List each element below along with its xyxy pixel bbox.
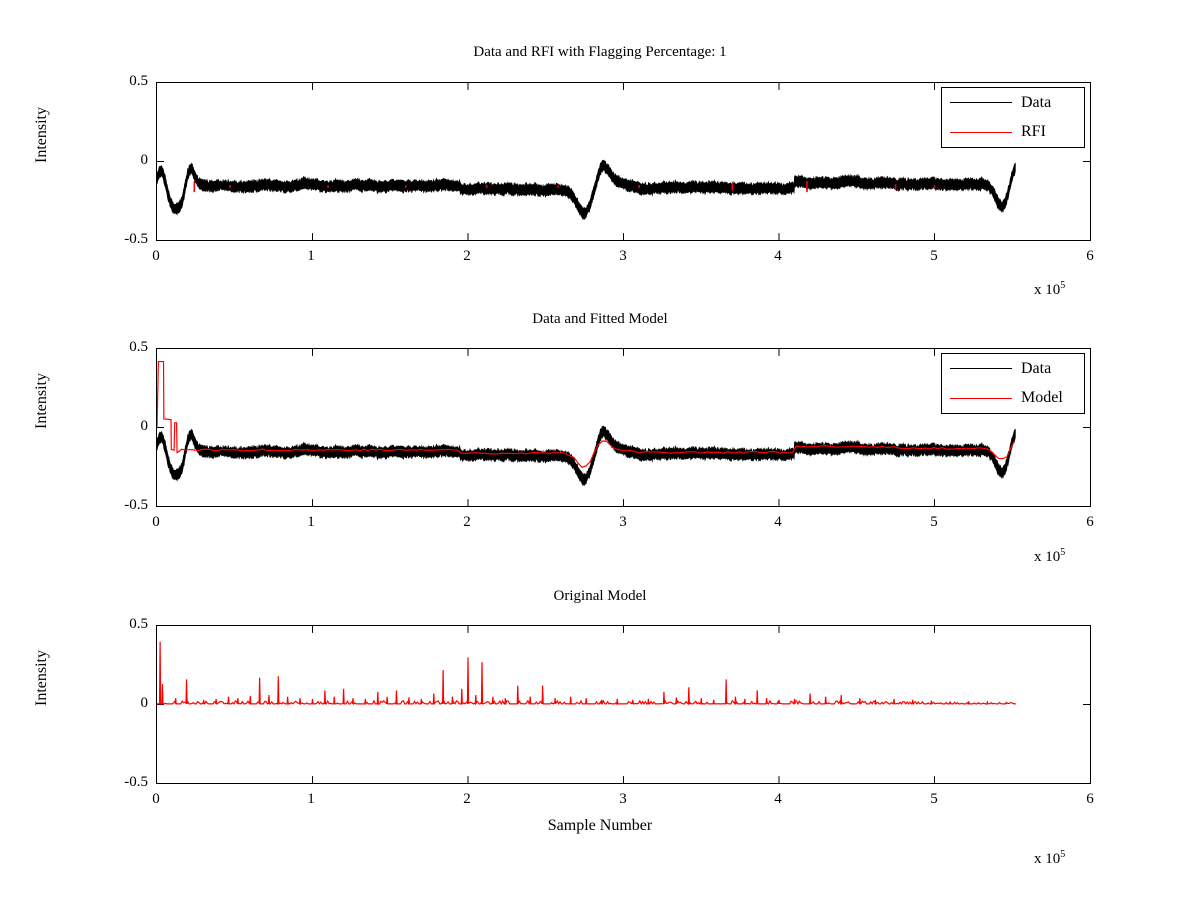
subplot-1-exponent: x 105	[1034, 280, 1065, 299]
subplot-2-axes	[156, 348, 1091, 507]
subplot-1-ytick-2: -0.5	[124, 231, 148, 247]
subplot-3-ytick-1: 0	[140, 695, 149, 711]
legend-label-rfi: RFI	[1021, 123, 1046, 141]
subplot-data-and-fitted-model: Data and Fitted Model Intensity 0.5 0 -0…	[33, 311, 1094, 566]
legend-entry-rfi: RFI	[942, 118, 1084, 148]
legend-label-model: Model	[1021, 389, 1063, 407]
subplot-1-xtick-1: 1	[307, 248, 315, 264]
subplot-1-xtick-3: 3	[619, 248, 627, 264]
subplot-3-exponent-base: x 10	[1034, 851, 1061, 867]
subplot-1-xtick-0: 0	[152, 248, 160, 264]
subplot-1-title: Data and RFI with Flagging Percentage: 1	[473, 44, 727, 60]
subplot-3-exponent-power: 5	[1060, 849, 1066, 860]
subplot-data-and-rfi: Data and RFI with Flagging Percentage: 1…	[0, 0, 1200, 300]
subplot-1-xtick-2: 2	[463, 248, 471, 264]
subplot-1-axes	[156, 82, 1091, 241]
subplot-3-xtick-6: 6	[1086, 791, 1094, 807]
subplot-1-exponent-power: 5	[1060, 280, 1066, 291]
subplot-3-xlabel: Sample Number	[547, 817, 653, 834]
subplot-2-exponent-power: 5	[1060, 547, 1066, 558]
legend-swatch-data-line	[950, 102, 1012, 104]
subplot-3-title: Original Model	[553, 588, 647, 604]
legend-label-data-2: Data	[1021, 359, 1052, 377]
legend-entry-data: Data	[942, 88, 1084, 118]
subplot-2-exponent: x 105	[1034, 547, 1065, 566]
subplot-1-exponent-base: x 10	[1034, 282, 1061, 298]
subplot-3-xtick-4: 4	[774, 791, 782, 807]
legend-label-data: Data	[1021, 93, 1052, 111]
subplot-2-ytick-1: 0	[140, 418, 149, 434]
subplot-2-legend: Data Model	[941, 353, 1085, 414]
subplot-1-ytick-0: 0.5	[129, 73, 148, 89]
subplot-2-xtick-4: 4	[774, 514, 782, 530]
legend-entry-data-2: Data	[942, 354, 1084, 384]
subplot-2-xtick-2: 2	[463, 514, 471, 530]
subplot-2-xtick-1: 1	[307, 514, 315, 530]
legend-swatch-data-line-2	[950, 368, 1012, 370]
subplot-2-xtick-6: 6	[1086, 514, 1094, 530]
subplot-3-ytick-0: 0.5	[129, 616, 148, 632]
subplot-3-axes	[156, 625, 1091, 784]
subplot-3-ytick-2: -0.5	[124, 774, 148, 790]
subplot-1-xtick-6: 6	[1086, 248, 1094, 264]
subplot-1-ytick-1: 0	[140, 152, 149, 168]
subplot-3-xtick-1: 1	[307, 791, 315, 807]
subplot-3-xtick-2: 2	[463, 791, 471, 807]
subplot-2-ytick-0: 0.5	[129, 339, 148, 355]
subplot-1-xtick-5: 5	[930, 248, 938, 264]
subplot-1-legend: Data RFI	[941, 87, 1085, 148]
legend-swatch-rfi-line	[950, 131, 1012, 133]
subplot-1-xtick-4: 4	[774, 248, 782, 264]
subplot-2-ytick-2: -0.5	[124, 497, 148, 513]
subplot-2-title: Data and Fitted Model	[532, 311, 668, 327]
subplot-3-xtick-5: 5	[930, 791, 938, 807]
legend-swatch-model-line	[950, 397, 1012, 399]
subplot-2-xtick-0: 0	[152, 514, 160, 530]
subplot-3-ylabel: Intensity	[33, 650, 50, 706]
subplot-3-xtick-0: 0	[152, 791, 160, 807]
subplot-3-exponent: x 105	[1034, 849, 1065, 868]
legend-entry-model: Model	[942, 384, 1084, 414]
subplot-2-exponent-base: x 10	[1034, 549, 1061, 565]
subplot-2-xtick-5: 5	[930, 514, 938, 530]
subplot-3-xtick-3: 3	[619, 791, 627, 807]
subplot-2-xtick-3: 3	[619, 514, 627, 530]
